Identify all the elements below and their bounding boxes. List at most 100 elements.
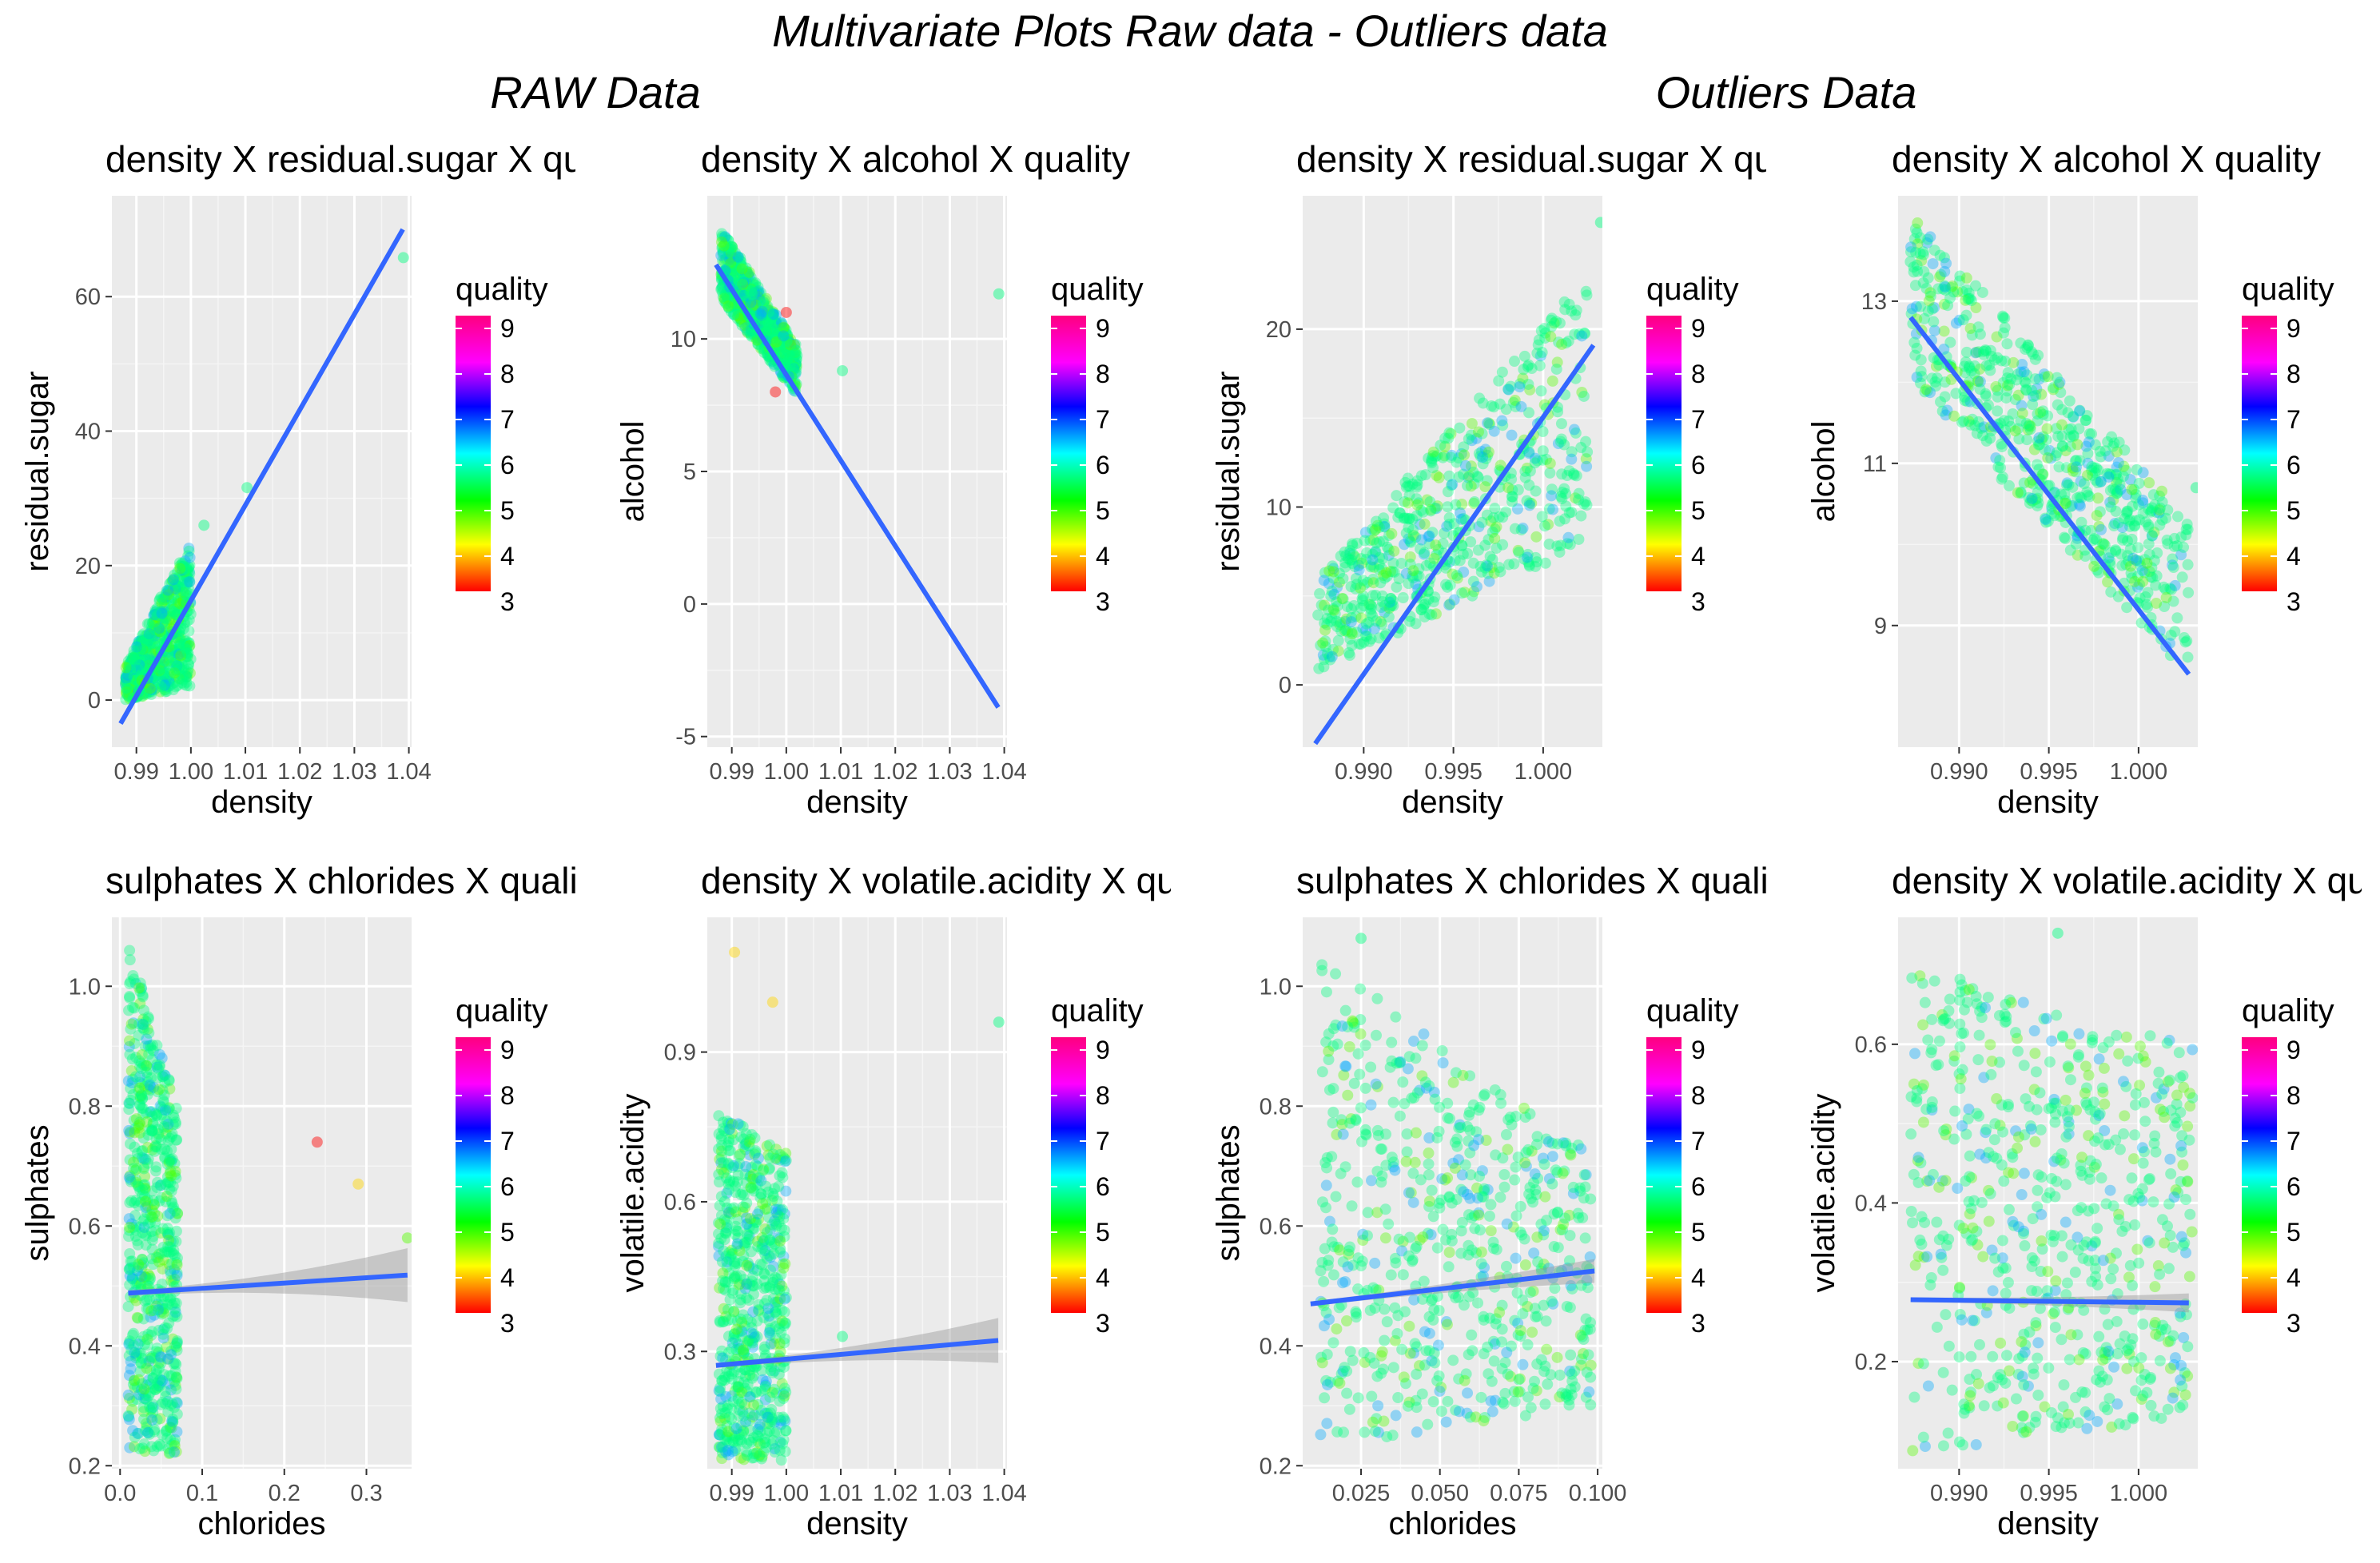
data-point (1446, 1197, 1458, 1209)
data-point (778, 1414, 790, 1426)
data-point (1487, 1236, 1499, 1248)
data-point (2045, 452, 2057, 464)
data-point (738, 1454, 750, 1466)
data-point (743, 266, 755, 278)
data-point (1465, 460, 1477, 472)
data-point (147, 1231, 159, 1243)
data-point (729, 1445, 741, 1457)
data-point (2134, 579, 2146, 591)
data-point (1429, 591, 1441, 603)
data-point (165, 1434, 177, 1446)
data-point (146, 1124, 158, 1135)
data-point (157, 660, 169, 672)
data-point (722, 1426, 734, 1438)
data-point (746, 278, 758, 290)
legend-colorbar (2242, 316, 2277, 591)
data-point (138, 1438, 150, 1450)
data-point (183, 573, 195, 585)
data-point (142, 1076, 154, 1088)
legend-label: 7 (1691, 1127, 1705, 1155)
data-point (723, 1366, 735, 1378)
data-point (1478, 1090, 1490, 1102)
data-point (169, 583, 181, 595)
data-point (993, 1016, 1005, 1028)
data-point (150, 614, 162, 626)
data-point (1463, 1249, 1475, 1261)
data-point (2021, 341, 2033, 353)
data-point (1437, 1057, 1449, 1069)
data-point (746, 1327, 758, 1339)
data-point (181, 670, 193, 682)
data-point (790, 362, 802, 374)
legend-label: 7 (1096, 1127, 1110, 1155)
y-tick-label: 0 (683, 592, 696, 618)
data-point (1960, 272, 1972, 284)
data-point (149, 606, 161, 618)
data-point (155, 681, 167, 693)
data-point (2139, 516, 2151, 528)
data-point (755, 1188, 767, 1200)
data-point (123, 658, 135, 670)
data-point (2148, 555, 2160, 567)
y-tick-label: 40 (75, 420, 101, 445)
data-point (2114, 479, 2126, 491)
y-tick-label: 0.4 (69, 1334, 101, 1359)
data-point (1582, 1324, 1594, 1336)
data-point (747, 1263, 759, 1275)
data-point (728, 1306, 740, 1318)
data-point (125, 1083, 137, 1095)
data-point (131, 644, 143, 656)
data-point (730, 1381, 742, 1393)
data-point (2067, 462, 2079, 474)
data-point (145, 689, 157, 701)
data-point (1976, 286, 1988, 298)
data-point (1321, 613, 1333, 625)
data-point (739, 1143, 751, 1155)
data-point (179, 642, 191, 654)
data-point (753, 1152, 765, 1164)
data-point (1413, 571, 1425, 583)
data-point (718, 1195, 730, 1207)
data-point (747, 1223, 759, 1235)
data-point (1463, 471, 1475, 483)
data-point (2070, 455, 2082, 467)
data-point (123, 1124, 135, 1136)
data-point (168, 1446, 180, 1458)
data-point (1337, 573, 1349, 585)
data-point (1478, 1185, 1490, 1197)
data-point (1985, 350, 1997, 362)
data-point (120, 675, 132, 687)
data-point (163, 586, 175, 598)
data-point (120, 678, 132, 690)
data-point (170, 1396, 182, 1408)
data-point (1941, 404, 1953, 416)
data-point (2007, 408, 2019, 420)
data-point (754, 1205, 766, 1217)
data-point (762, 1418, 774, 1430)
data-point (1542, 1378, 1554, 1390)
data-point (767, 312, 779, 324)
data-point (2000, 1287, 2012, 1299)
data-point (750, 1179, 762, 1191)
data-point (1968, 368, 1980, 380)
data-point (138, 635, 150, 647)
data-point (2148, 1319, 2160, 1331)
data-point (1937, 283, 1949, 295)
data-point (1341, 1365, 1353, 1377)
data-point (166, 641, 178, 653)
data-point (738, 290, 750, 302)
data-point (137, 628, 149, 640)
data-point (2016, 400, 2028, 412)
data-point (764, 319, 776, 331)
data-point (157, 618, 169, 630)
data-point (772, 1203, 784, 1215)
data-point (120, 678, 132, 690)
data-point (1963, 287, 1975, 299)
data-point (2051, 423, 2063, 435)
data-point (129, 1123, 141, 1135)
data-point (790, 353, 802, 365)
data-point (1396, 1343, 1408, 1355)
data-point (2026, 492, 2038, 504)
data-point (766, 1236, 778, 1248)
data-point (1365, 1099, 1377, 1111)
